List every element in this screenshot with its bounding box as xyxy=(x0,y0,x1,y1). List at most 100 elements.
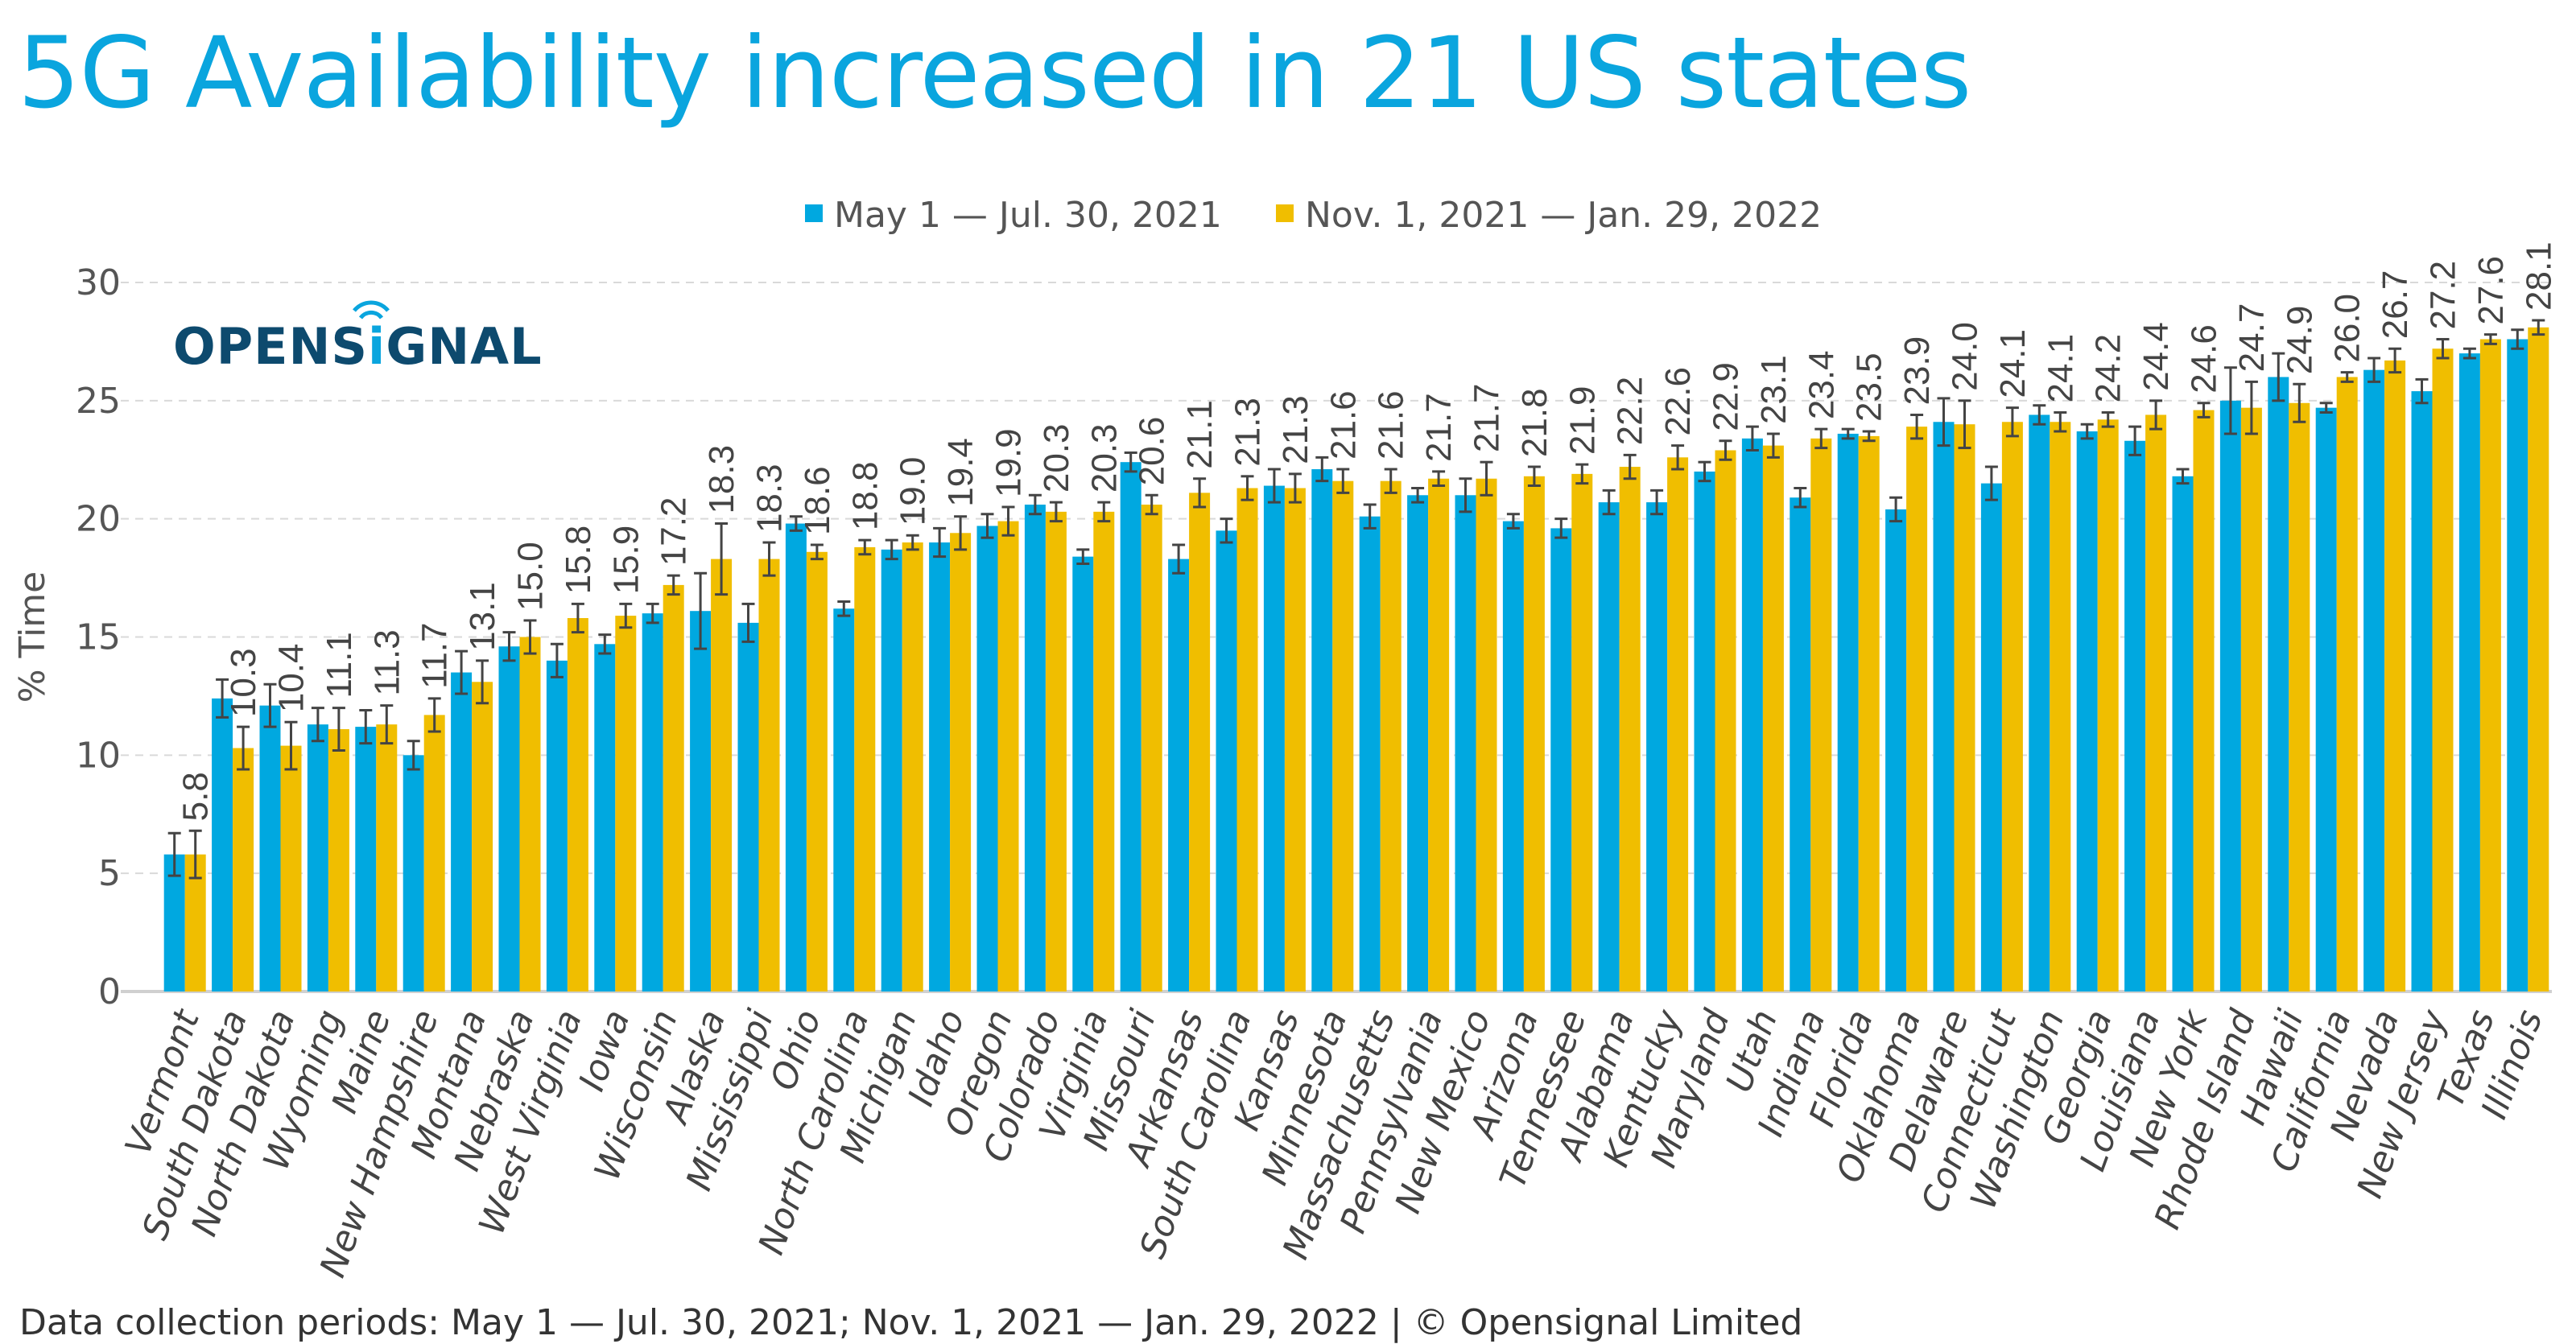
data-label: 22.9 xyxy=(1707,362,1746,431)
data-label: 21.6 xyxy=(1372,390,1411,460)
bar-series1 xyxy=(690,611,712,992)
bar-series2 xyxy=(806,551,828,992)
data-label: 26.7 xyxy=(2376,270,2415,340)
bar-series1 xyxy=(1024,505,1046,992)
bar-series2 xyxy=(2479,339,2501,992)
data-label: 24.1 xyxy=(2041,334,2080,403)
data-label: 23.4 xyxy=(1802,350,1841,419)
legend-swatch xyxy=(1276,204,1294,222)
bar-series2 xyxy=(2289,402,2310,992)
bar-series1 xyxy=(1455,495,1476,992)
bar-series1 xyxy=(1263,485,1285,992)
bar-series1 xyxy=(451,672,473,992)
bar-series1 xyxy=(1837,433,1859,992)
bar-series2 xyxy=(2001,422,2023,992)
bar-series1 xyxy=(1072,556,1094,992)
bar-series2 xyxy=(1715,450,1736,992)
bar-series1 xyxy=(881,549,902,992)
bar-series2 xyxy=(2528,327,2549,992)
opensignal-logo: OPENSiGNAL xyxy=(173,300,543,376)
data-label: 26.0 xyxy=(2328,294,2368,363)
data-label: 10.3 xyxy=(224,648,263,717)
bar-series2 xyxy=(1236,488,1258,992)
bar-series2 xyxy=(567,618,588,992)
data-label: 13.1 xyxy=(463,582,502,651)
bar-series1 xyxy=(2172,476,2194,992)
data-label: 21.7 xyxy=(1419,393,1459,462)
bar-series1 xyxy=(1741,438,1763,992)
bar-series2 xyxy=(328,729,349,992)
bar-series1 xyxy=(1598,502,1620,992)
bar-series1 xyxy=(594,644,616,992)
bar-series1 xyxy=(2076,431,2098,992)
data-label: 19.0 xyxy=(894,457,933,526)
data-label: 21.9 xyxy=(1563,385,1602,455)
data-label: 23.9 xyxy=(1897,336,1937,406)
bar-series2 xyxy=(423,715,445,992)
bar-series1 xyxy=(976,526,998,992)
data-label: 21.3 xyxy=(1228,398,1268,467)
data-label: 24.7 xyxy=(2232,303,2272,373)
bar-series2 xyxy=(1428,478,1450,992)
bar-series1 xyxy=(546,660,568,992)
bar-series1 xyxy=(2029,414,2050,992)
bar-series1 xyxy=(1646,502,1668,992)
bar-series2 xyxy=(2432,348,2454,992)
data-label: 17.2 xyxy=(654,497,694,567)
bar-series2 xyxy=(854,546,876,992)
data-label: 21.6 xyxy=(1323,390,1363,460)
data-label: 21.8 xyxy=(1515,388,1554,457)
y-tick-label: 20 xyxy=(76,499,121,540)
bar-series1 xyxy=(1933,422,1955,992)
bar-series2 xyxy=(997,521,1019,992)
bar-series2 xyxy=(2336,377,2358,992)
bar-series1 xyxy=(1885,509,1907,992)
bar-series1 xyxy=(785,523,807,992)
bar-series1 xyxy=(1168,559,1190,992)
data-label: 18.8 xyxy=(845,461,885,530)
data-label: 11.7 xyxy=(415,622,455,688)
legend-swatch xyxy=(805,204,823,222)
bar-series2 xyxy=(1045,511,1067,992)
data-label: 24.9 xyxy=(2280,306,2319,375)
bar-series2 xyxy=(1619,467,1641,992)
bar-series2 xyxy=(1093,511,1115,992)
bar-series1 xyxy=(2411,391,2433,992)
data-label: 28.1 xyxy=(2519,241,2558,311)
bar-series2 xyxy=(1906,427,1928,992)
data-label: 18.3 xyxy=(750,464,790,533)
data-label: 11.1 xyxy=(320,632,359,698)
bar-series1 xyxy=(355,727,377,992)
data-label: 21.3 xyxy=(1276,395,1315,464)
bar-series1 xyxy=(833,608,855,992)
bar-series2 xyxy=(663,584,684,992)
data-label: 24.1 xyxy=(1993,329,2033,398)
data-label: 24.2 xyxy=(2089,334,2128,403)
svg-text:OPENSiGNAL: OPENSiGNAL xyxy=(173,317,543,376)
bar-series2 xyxy=(615,616,637,992)
y-tick-label: 25 xyxy=(76,381,121,422)
bar-series1 xyxy=(212,698,233,992)
data-label: 15.9 xyxy=(606,526,646,595)
data-label: 15.8 xyxy=(559,526,598,595)
bar-series2 xyxy=(233,748,254,992)
bar-series1 xyxy=(1980,483,2002,992)
bar-series1 xyxy=(307,724,328,992)
data-label: 22.6 xyxy=(1658,367,1698,436)
bar-series2 xyxy=(519,637,541,992)
bar-series2 xyxy=(2097,419,2119,992)
data-label: 21.1 xyxy=(1180,400,1220,469)
bar-series1 xyxy=(1550,528,1572,992)
legend-entry: Nov. 1, 2021 — Jan. 29, 2022 xyxy=(1305,195,1822,236)
data-label: 22.2 xyxy=(1611,377,1650,446)
bar-series1 xyxy=(737,622,759,992)
bar-series2 xyxy=(1141,505,1162,992)
data-label: 24.0 xyxy=(1946,322,1985,391)
bar-series2 xyxy=(1667,457,1689,992)
bar-series1 xyxy=(1502,521,1524,992)
bar-series1 xyxy=(1407,495,1429,992)
y-tick-label: 5 xyxy=(98,853,121,894)
bar-series1 xyxy=(929,542,951,992)
bar-series1 xyxy=(1694,471,1715,992)
y-tick-label: 15 xyxy=(76,617,121,658)
